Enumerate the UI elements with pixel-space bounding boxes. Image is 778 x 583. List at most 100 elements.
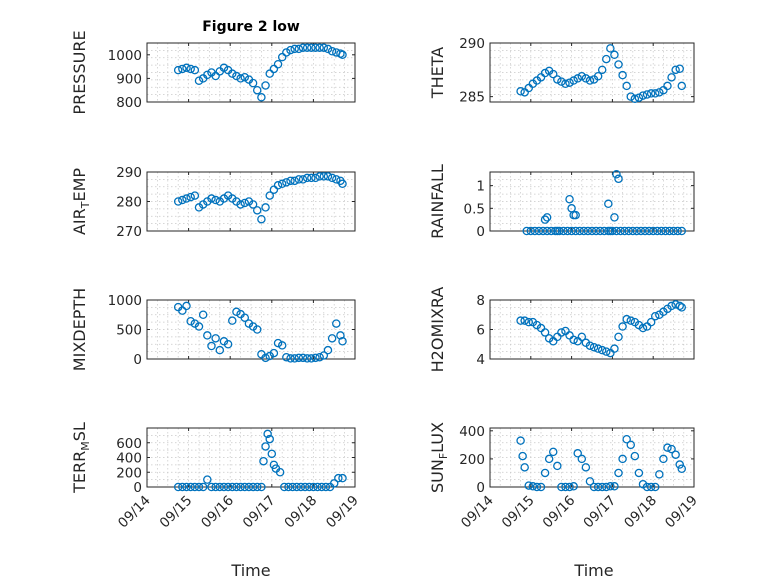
data-point [546,226,556,236]
data-point [571,226,580,236]
data-point [671,65,680,75]
y-axis-label: RAINFALL [428,164,447,239]
y-tick-label: 0 [133,352,142,368]
data-point [257,214,266,224]
y-axis-label: SUNFLUX [428,422,450,493]
data-point [630,94,640,104]
data-point [599,226,609,236]
data-point [610,213,619,222]
data-point [597,65,607,75]
data-point [579,226,589,236]
data-point [182,482,191,492]
data-point [548,69,558,79]
data-point [277,52,287,62]
data-point [298,43,308,52]
y-tick-label: 1000 [108,293,142,309]
data-point [646,482,656,492]
data-point [290,44,299,54]
data-point [669,226,678,236]
data-point [622,434,631,444]
data-point [587,226,597,236]
data-point [182,194,191,203]
data-point [593,344,603,353]
data-point [182,63,191,73]
data-point [663,443,672,452]
data-point [569,482,578,491]
data-point [667,444,676,454]
data-point [581,463,591,472]
data-point [655,470,664,479]
data-point [323,172,333,181]
data-point [286,176,295,186]
data-point [219,482,229,492]
subplot-rainfall: 0 0.5 1 RAINFALL [428,164,695,240]
data-point [211,334,220,343]
y-tick-label: 200 [459,452,485,468]
data-point [211,71,220,81]
data-point [530,226,540,236]
data-point [581,74,591,83]
data-point [232,482,241,492]
data-point [240,72,250,82]
data-point [182,301,191,311]
y-tick-label: 6 [476,323,485,339]
data-point [275,467,285,477]
data-point [327,173,337,183]
data-point [650,482,660,492]
data-point [632,226,642,236]
data-point [646,317,656,327]
data-point [677,464,687,473]
data-point [661,226,670,236]
y-axis-label: H2OMIXRA [428,287,447,373]
data-point [232,71,241,81]
data-point [544,454,554,464]
data-point [240,482,250,492]
data-point [675,64,684,73]
data-point [334,473,343,483]
data-point [630,451,640,461]
data-point [565,78,574,87]
data-point [228,316,237,325]
data-point [675,460,684,469]
data-point [332,175,341,184]
data-point [261,203,270,212]
data-point [616,226,625,236]
y-tick-label: 0 [133,480,142,496]
subplot-pressure: 800 900 1000 PRESSURE [70,30,356,115]
data-point [606,482,615,491]
y-tick-label: 400 [116,451,142,467]
data-point [292,482,302,492]
data-point [194,482,204,492]
data-point [315,43,324,52]
data-point [290,176,299,186]
data-point [236,200,245,209]
data-point [608,226,617,236]
data-point [317,482,326,492]
data-point [540,328,550,337]
data-point [302,354,312,363]
data-point [332,319,341,328]
data-point [203,70,212,80]
data-point [563,226,572,236]
y-tick-label: 1000 [108,48,142,64]
subplot-theta: 285 290 THETA [428,36,695,106]
data-point [294,175,304,184]
y-tick-label: 290 [116,165,142,181]
data-point [277,179,287,189]
data-point [311,173,320,183]
data-point [309,482,318,492]
data-point [524,481,534,490]
data-point [228,69,237,78]
data-point [650,89,660,98]
data-point [573,74,582,83]
data-point [259,456,268,466]
data-point [526,226,536,236]
subplot-air_temp: 270 280 290 AIRTEMP [70,165,356,240]
data-point [569,335,578,345]
data-point [518,451,527,461]
data-point [311,353,320,363]
data-point [618,322,627,331]
data-point [186,192,195,202]
x-tick-label: 09/19 [662,493,701,532]
data-point [321,482,331,492]
